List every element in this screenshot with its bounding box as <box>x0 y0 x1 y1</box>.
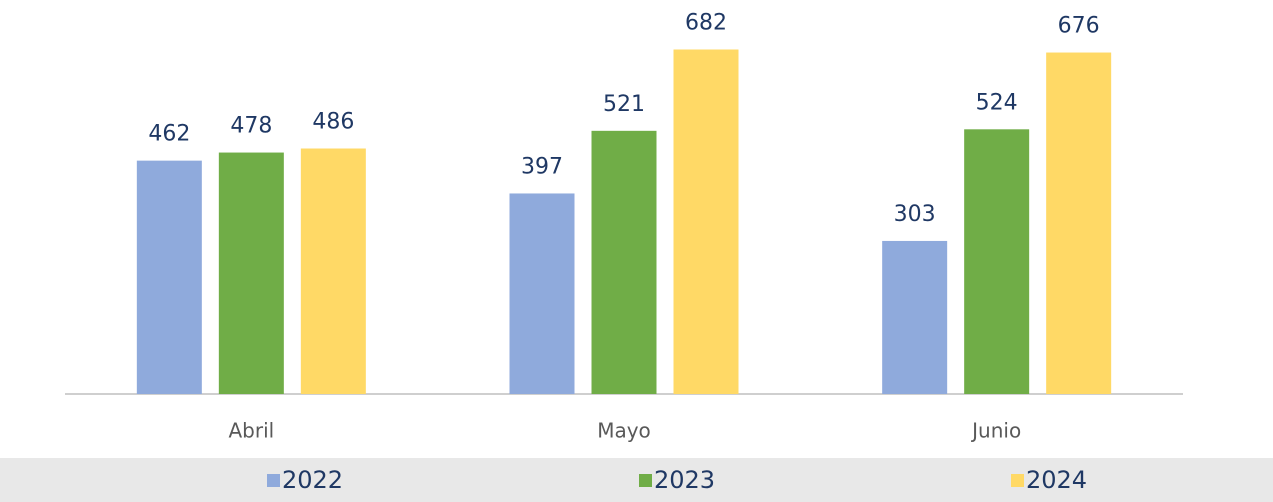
x-tick-label: Mayo <box>597 419 651 443</box>
value-label: 521 <box>603 92 645 117</box>
x-tick-label: Junio <box>970 419 1021 443</box>
legend-swatch <box>1011 474 1024 487</box>
legend-label: 2022 <box>282 466 343 494</box>
bar <box>964 129 1030 395</box>
value-label: 524 <box>976 90 1018 115</box>
legend-label: 2023 <box>654 466 715 494</box>
legend-swatch <box>639 474 652 487</box>
bar <box>300 148 366 394</box>
bar <box>673 49 739 394</box>
value-label: 462 <box>148 122 190 147</box>
value-label: 478 <box>230 114 272 139</box>
bar <box>509 193 575 394</box>
bar <box>136 160 202 394</box>
value-label: 397 <box>521 154 563 179</box>
bar <box>882 240 948 394</box>
value-label: 676 <box>1058 14 1100 39</box>
legend-background <box>0 458 1273 502</box>
bar <box>591 130 657 395</box>
value-label: 682 <box>685 11 727 36</box>
value-label: 303 <box>894 202 936 227</box>
legend-swatch <box>267 474 280 487</box>
legend-label: 2024 <box>1026 466 1087 494</box>
x-tick-label: Abril <box>228 419 274 443</box>
value-label: 486 <box>312 110 354 135</box>
bar <box>1046 52 1112 395</box>
bar <box>218 152 284 394</box>
